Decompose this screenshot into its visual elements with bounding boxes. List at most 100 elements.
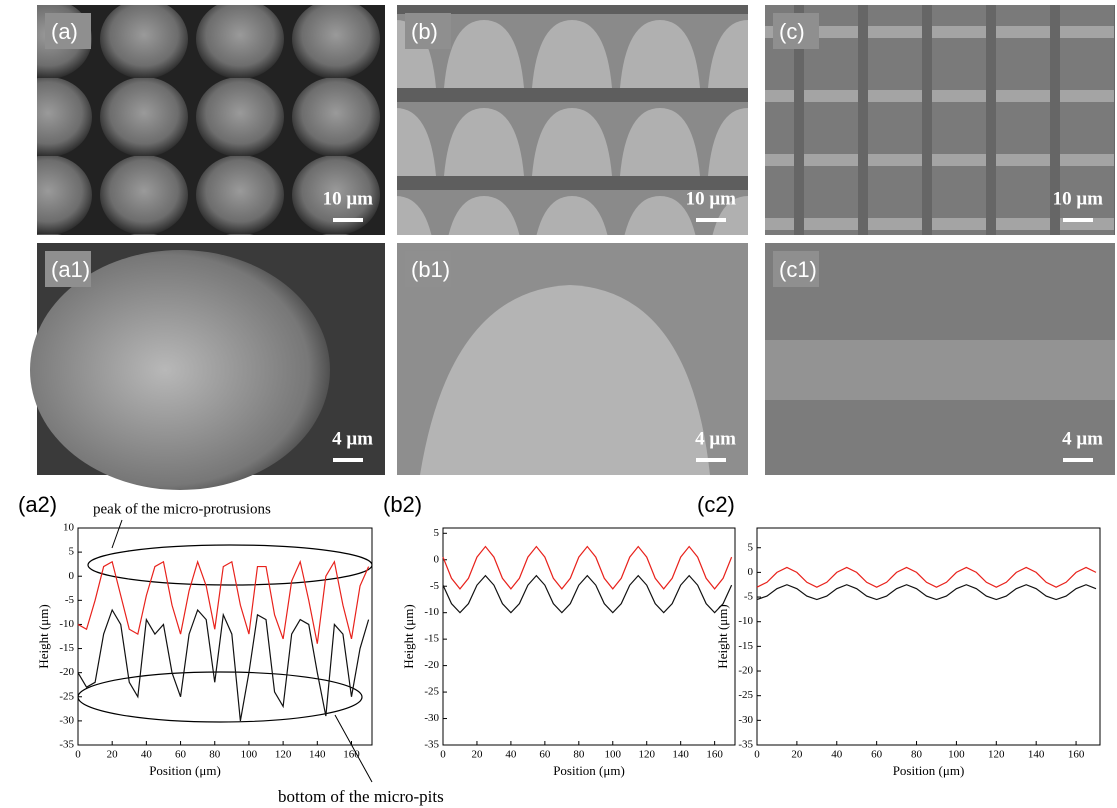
x-tick-label: 60 [871,749,883,761]
y-tick-label: -20 [424,659,439,671]
series-line [77,608,370,721]
y-tick-label: 10 [63,522,75,534]
label-box [45,13,91,49]
y-tick-label: -15 [59,642,74,654]
panel-label: (c1) [779,257,817,282]
scale-label: 4 μm [695,428,736,449]
sem-detail [765,340,1115,400]
scale-bar [333,458,363,462]
peak-ellipse [87,544,373,586]
label-box [773,13,819,49]
x-tick-label: 140 [1028,749,1045,761]
x-tick-label: 100 [605,749,622,761]
y-tick-label: -30 [738,714,753,726]
y-axis-label: Height (μm) [715,604,730,668]
series-line [442,545,733,590]
annotation: peak of the micro-protrusions [93,501,271,517]
series-line [77,559,370,644]
scale-bar [696,458,726,462]
sem-image [765,5,1115,235]
y-tick-label: -15 [738,640,753,652]
y-tick-label: -25 [738,689,753,701]
y-tick-label: -25 [424,686,439,698]
scale-bar [696,218,726,222]
plot-frame [77,527,373,746]
x-tick-label: 20 [791,749,803,761]
y-tick-label: 0 [434,553,440,565]
scale-label: 4 μm [332,428,373,449]
scale-label: 4 μm [1062,428,1103,449]
y-tick-label: -30 [424,712,439,724]
x-tick-label: 140 [309,749,326,761]
sem-images [30,5,1115,490]
y-axis-label: Height (μm) [36,604,51,668]
x-tick-label: 80 [573,749,585,761]
y-tick-label: -15 [424,633,439,645]
x-tick-label: 0 [75,749,81,761]
y-tick-label: -30 [59,714,74,726]
x-tick-label: 140 [672,749,689,761]
x-tick-label: 20 [107,749,119,761]
scale-label: 10 μm [323,188,374,209]
x-tick-label: 120 [275,749,292,761]
scale-bar [1063,218,1093,222]
series-line [756,584,1097,601]
y-tick-label: 5 [748,541,754,553]
sem-image [397,5,748,235]
x-tick-label: 40 [831,749,843,761]
x-axis-label: Position (μm) [553,763,625,778]
panel-label: (a) [51,19,78,44]
annotation: bottom of the micro-pits [278,787,444,806]
y-tick-label: -20 [59,666,74,678]
panel-label: (b1) [411,257,450,282]
series-line [756,566,1097,588]
x-tick-label: 100 [948,749,965,761]
label-box [405,13,451,49]
label-box [405,251,451,287]
sem-image [37,5,385,235]
arrow [334,714,373,783]
x-tick-label: 80 [209,749,221,761]
y-tick-label: -5 [65,594,75,606]
y-tick-label: -25 [59,690,74,702]
sem-detail [30,250,330,490]
scale-bar [1063,458,1093,462]
plot-frame [756,527,1101,746]
sem-detail [420,285,710,475]
label-box [773,251,819,287]
panel-label: (c) [779,19,805,44]
x-tick-label: 60 [175,749,187,761]
label-box [45,251,91,287]
y-tick-label: -35 [59,739,74,751]
annotation-shapes: peak of the micro-protrusions bottom of … [77,501,444,806]
y-tick-label: -5 [744,591,754,603]
x-tick-label: 160 [343,749,360,761]
x-tick-label: 120 [638,749,655,761]
chart-label: (a2) [18,492,57,517]
x-tick-label: 20 [471,749,483,761]
series-line [442,574,733,614]
y-tick-label: 5 [69,546,75,558]
x-tick-label: 40 [141,749,153,761]
x-axis-label: Position (μm) [893,763,965,778]
panel-label: (a1) [51,257,90,282]
x-tick-label: 80 [911,749,923,761]
y-tick-label: -20 [738,665,753,677]
scale-label: 10 μm [1053,188,1104,209]
y-tick-label: 5 [434,527,440,539]
y-tick-label: -35 [424,739,439,751]
chart-label: (b2) [383,492,422,517]
y-tick-label: -10 [424,606,439,618]
x-tick-label: 160 [1068,749,1085,761]
scale-bar [333,218,363,222]
x-tick-label: 60 [539,749,551,761]
x-tick-label: 160 [706,749,723,761]
y-tick-label: -35 [738,739,753,751]
y-tick-label: -10 [59,618,74,630]
y-tick-label: 0 [69,570,75,582]
x-tick-label: 0 [754,749,760,761]
plot-frame [442,527,736,746]
y-tick-label: -5 [430,580,440,592]
